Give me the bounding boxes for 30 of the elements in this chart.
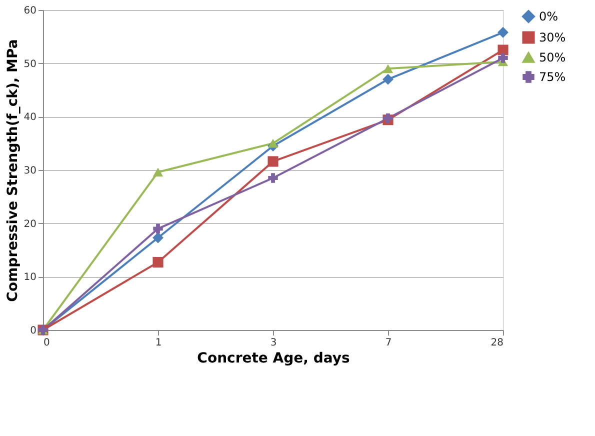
y-tick-label: 50 [24,58,36,70]
x-tick-label: 3 [270,338,277,348]
point [498,26,508,38]
point [382,74,394,85]
y-tick-label: 10 [24,272,36,284]
point [268,156,278,167]
point [268,138,278,148]
y-axis-title: Compressive Strength(f_ck), MPa [4,39,21,302]
x-tick-label: 7 [385,338,392,348]
legend-label: 0% [539,10,558,24]
y-tick-label: 40 [24,112,36,124]
legend-label: 30% [539,30,566,44]
legend-label: 75% [539,70,566,84]
x-tick-label: 0 [44,338,50,348]
legend-label: 50% [539,50,566,64]
point [382,64,394,74]
y-tick-label: 30 [24,166,36,176]
point [498,53,508,63]
point [152,256,164,268]
point [152,168,164,177]
point [153,224,163,234]
point [268,173,278,183]
point [498,44,508,56]
y-tick-label: 60 [24,6,36,16]
y-tick-label: 0 [30,326,36,336]
y-tick-label: 20 [24,218,36,230]
point [152,232,164,244]
x-axis-title: Concrete Age, days [197,350,350,366]
x-tick-label: 1 [155,338,162,348]
x-tick-label: 28 [490,338,504,348]
